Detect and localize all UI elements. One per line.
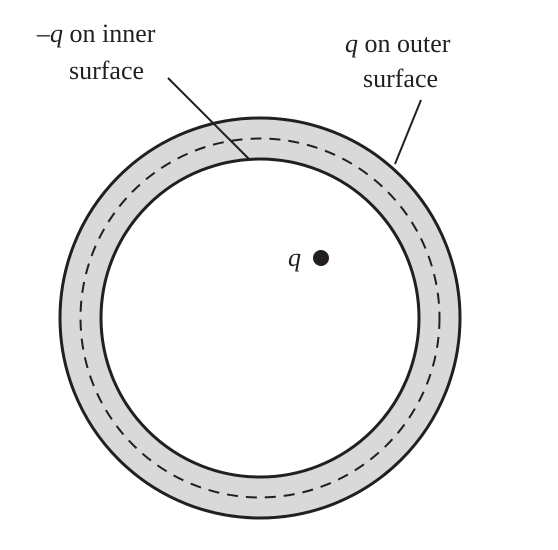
outer-surface-leader-line — [394, 99, 422, 165]
inner-surface-label-line2: surface — [69, 56, 144, 85]
point-charge-label: q — [288, 243, 301, 272]
point-charge-dot — [313, 250, 329, 266]
outer-surface-label-line2: surface — [363, 64, 438, 93]
outer-surface-label-line1: q on outer — [345, 29, 451, 58]
gaussian-surface-dashed-circle — [79, 137, 441, 499]
inner-surface-circle — [99, 157, 421, 479]
outer-surface-circle — [58, 116, 462, 520]
inner-surface-label-line1: –q on inner — [36, 19, 156, 48]
conducting-shell — [60, 118, 460, 518]
inner-surface-leader-line — [167, 77, 251, 161]
